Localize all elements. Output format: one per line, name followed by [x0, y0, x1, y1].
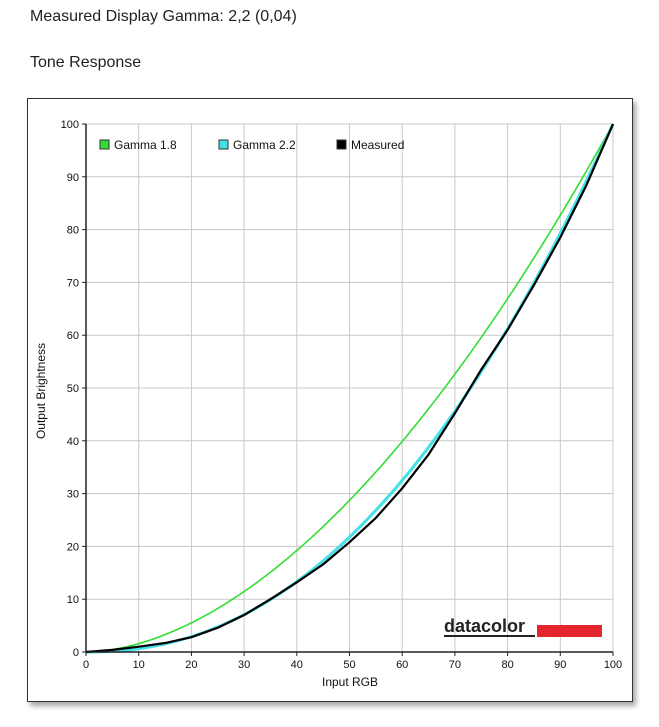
y-tick-label: 0: [73, 647, 79, 659]
x-tick-labels: 0 10 20 30 40 50 60 70 80 90 100: [83, 652, 622, 671]
y-tick-label: 40: [67, 436, 79, 448]
series-line-measured: [85, 123, 615, 654]
measured-gamma-label: Measured Display Gamma: 2,2 (0,04): [30, 8, 297, 25]
legend-item-gamma-1-8: Gamma 1.8: [99, 138, 177, 152]
legend-item-gamma-2-2: Gamma 2.2: [218, 138, 296, 152]
y-axis-label: Output Brightness: [34, 343, 48, 439]
x-tick-label: 20: [185, 659, 197, 671]
y-tick-label: 70: [67, 277, 79, 289]
legend-label: Measured: [351, 138, 404, 152]
legend-swatch: [336, 139, 347, 150]
section-title: Tone Response: [30, 54, 142, 71]
y-tick-labels: 0 10 20 30 40 50 60 70 80 90 100: [61, 119, 86, 659]
datacolor-logo: datacolor: [444, 616, 602, 637]
legend-label: Gamma 2.2: [233, 138, 296, 152]
y-tick-label: 100: [61, 119, 79, 131]
x-tick-label: 40: [291, 659, 303, 671]
y-tick-label: 10: [67, 594, 79, 606]
legend-label: Gamma 1.8: [114, 138, 177, 152]
y-tick-label: 20: [67, 541, 79, 553]
y-tick-label: 80: [67, 225, 79, 237]
y-tick-label: 60: [67, 330, 79, 342]
logo-text: datacolor: [444, 616, 525, 636]
x-tick-label: 100: [604, 659, 622, 671]
chart-canvas: 0 10 20 30 40 50 60 70 80 90 100 0 10 20 30 40 50 60 70 80…: [34, 119, 622, 689]
series-line-gamma-1-8: [85, 123, 614, 653]
chart-curves: [85, 123, 615, 654]
chart-grid: [85, 123, 614, 653]
y-tick-label: 30: [67, 489, 79, 501]
x-axis-label: Input RGB: [322, 675, 378, 689]
legend-swatch: [99, 139, 110, 150]
x-tick-label: 80: [501, 659, 513, 671]
x-tick-label: 0: [83, 659, 89, 671]
x-tick-label: 90: [554, 659, 566, 671]
chart-legend: Gamma 1.8 Gamma 2.2 Measured: [99, 138, 404, 152]
x-tick-label: 10: [133, 659, 145, 671]
legend-swatch: [218, 139, 229, 150]
legend-item-measured: Measured: [336, 138, 404, 152]
x-tick-label: 30: [238, 659, 250, 671]
x-tick-label: 60: [396, 659, 408, 671]
x-tick-label: 70: [449, 659, 461, 671]
y-tick-label: 90: [67, 172, 79, 184]
y-tick-label: 50: [67, 383, 79, 395]
logo-red-bar: [537, 625, 602, 637]
x-tick-label: 50: [343, 659, 355, 671]
tone-response-chart: 0 10 20 30 40 50 60 70 80 90 100 0 10 20 30 40 50 60 70 80…: [27, 98, 633, 702]
